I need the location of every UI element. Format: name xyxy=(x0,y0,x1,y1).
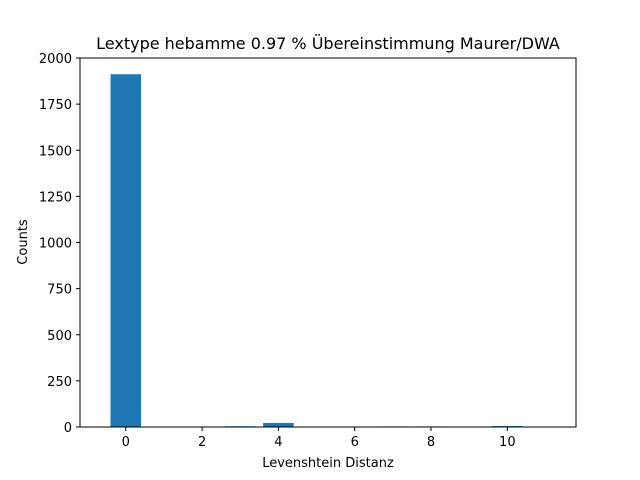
y-axis-ticks: 0 250 500 750 1000 1250 1500 1750 2000 xyxy=(39,52,80,436)
y-tick-label: 500 xyxy=(47,329,72,344)
y-tick-label: 750 xyxy=(47,283,72,298)
y-axis-label: Counts xyxy=(16,219,31,265)
bar xyxy=(263,422,294,427)
x-axis-ticks: 0 2 4 6 8 10 xyxy=(122,427,516,450)
x-tick-label: 10 xyxy=(499,435,516,450)
y-tick-label: 0 xyxy=(64,421,72,436)
x-axis-label: Levenshtein Distanz xyxy=(262,456,394,471)
x-tick-label: 8 xyxy=(427,435,435,450)
y-tick-label: 1000 xyxy=(39,237,72,252)
bars-group xyxy=(110,74,523,428)
bar xyxy=(110,74,142,428)
x-tick-label: 6 xyxy=(351,435,359,450)
x-tick-label: 2 xyxy=(198,435,206,450)
x-tick-label: 4 xyxy=(274,435,282,450)
y-tick-label: 1750 xyxy=(39,98,72,113)
x-tick-label: 0 xyxy=(122,435,130,450)
y-tick-label: 2000 xyxy=(39,52,72,67)
chart-title: Lextype hebamme 0.97 % Übereinstimmung M… xyxy=(96,34,560,53)
y-tick-label: 1250 xyxy=(39,190,72,205)
y-tick-label: 1500 xyxy=(39,144,72,159)
y-tick-label: 250 xyxy=(47,375,72,390)
plot-frame xyxy=(79,57,577,428)
